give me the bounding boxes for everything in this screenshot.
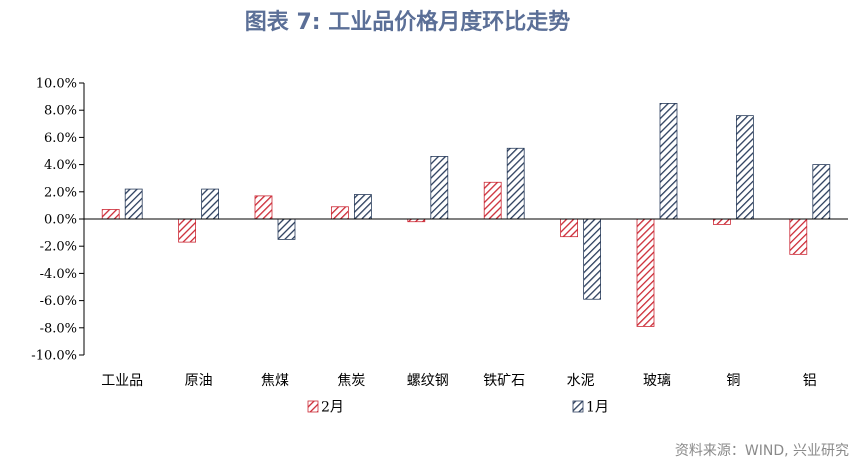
- bar-jan-2: [277, 218, 296, 240]
- category-label: 螺纹钢: [407, 373, 449, 389]
- category-label: 铜: [726, 373, 740, 389]
- bar-jan-7: [659, 103, 678, 220]
- y-tick-label: 10.0%: [36, 77, 77, 92]
- category-label: 铝: [803, 373, 817, 389]
- y-tick-label: -2.0%: [40, 240, 77, 255]
- category-label: 工业品: [101, 373, 143, 389]
- bar-chart: 10.0% 8.0% 6.0% 4.0% 2.0% 0.0% -2.0% -4.0% -6.0%…: [31, 77, 848, 416]
- y-axis: 10.0% 8.0% 6.0% 4.0% 2.0% 0.0% -2.0% -4.0% -6.0%…: [31, 77, 85, 364]
- category-label: 玻璃: [643, 372, 671, 389]
- legend-label: 1月: [586, 400, 609, 416]
- bar-jan-1: [201, 188, 220, 220]
- bar-jan-3: [353, 194, 372, 220]
- bar-feb-1: [178, 218, 197, 243]
- y-tick-label: -8.0%: [40, 321, 77, 336]
- y-tick-label: 4.0%: [44, 158, 77, 173]
- legend: 2月 1月: [307, 400, 609, 416]
- y-tick-label: 2.0%: [44, 185, 77, 200]
- category-label: 铁矿石: [483, 373, 525, 389]
- bar-feb-8: [713, 218, 731, 225]
- legend-label: 2月: [321, 400, 344, 416]
- bar-feb-9: [789, 218, 808, 255]
- chart-title: 图表 7: 工业品价格月度环比走势: [244, 10, 571, 35]
- bar-feb-2: [254, 195, 273, 220]
- category-label: 焦煤: [261, 373, 289, 389]
- legend-swatch-jan: [572, 400, 584, 413]
- bar-jan-0: [124, 188, 143, 220]
- y-tick-label: 0.0%: [44, 213, 77, 228]
- category-label: 原油: [185, 373, 213, 389]
- y-tick-label: -10.0%: [31, 349, 77, 364]
- x-axis: 工业品 原油 焦煤 焦炭 螺纹钢 铁矿石 水泥 玻璃 铜 铝: [84, 218, 848, 389]
- y-tick-label: 8.0%: [44, 104, 77, 119]
- bar-feb-0: [101, 209, 120, 220]
- category-label: 水泥: [567, 373, 595, 389]
- legend-swatch-feb: [307, 400, 319, 413]
- bars: [101, 103, 831, 327]
- source-note: 资料来源：WIND, 兴业研究: [674, 443, 849, 459]
- bar-jan-4: [430, 156, 449, 220]
- bar-jan-8: [736, 115, 754, 220]
- category-label: 焦炭: [337, 373, 365, 389]
- bar-jan-6: [583, 218, 601, 300]
- y-tick-label: -4.0%: [40, 267, 77, 282]
- bar-feb-5: [483, 181, 502, 220]
- bar-jan-5: [506, 147, 525, 220]
- y-tick-label: 6.0%: [44, 131, 77, 146]
- bar-feb-6: [560, 218, 578, 238]
- y-tick-label: -6.0%: [40, 294, 77, 309]
- bar-jan-9: [812, 164, 831, 220]
- bar-feb-7: [636, 218, 655, 327]
- bar-feb-3: [330, 206, 349, 220]
